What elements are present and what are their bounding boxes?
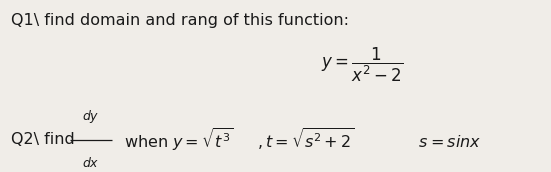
Text: when $y = \sqrt{t^3}$     $,t = \sqrt{s^2 + 2}$             $s = sinx$: when $y = \sqrt{t^3}$ $,t = \sqrt{s^2 + … <box>120 126 482 153</box>
Text: $dx$: $dx$ <box>82 156 100 170</box>
Text: $y = \dfrac{1}{x^2 - 2}$: $y = \dfrac{1}{x^2 - 2}$ <box>321 46 403 84</box>
Text: $dy$: $dy$ <box>82 108 100 125</box>
Text: Q2\ find: Q2\ find <box>11 132 80 147</box>
Text: Q1\ find domain and rang of this function:: Q1\ find domain and rang of this functio… <box>11 13 349 28</box>
